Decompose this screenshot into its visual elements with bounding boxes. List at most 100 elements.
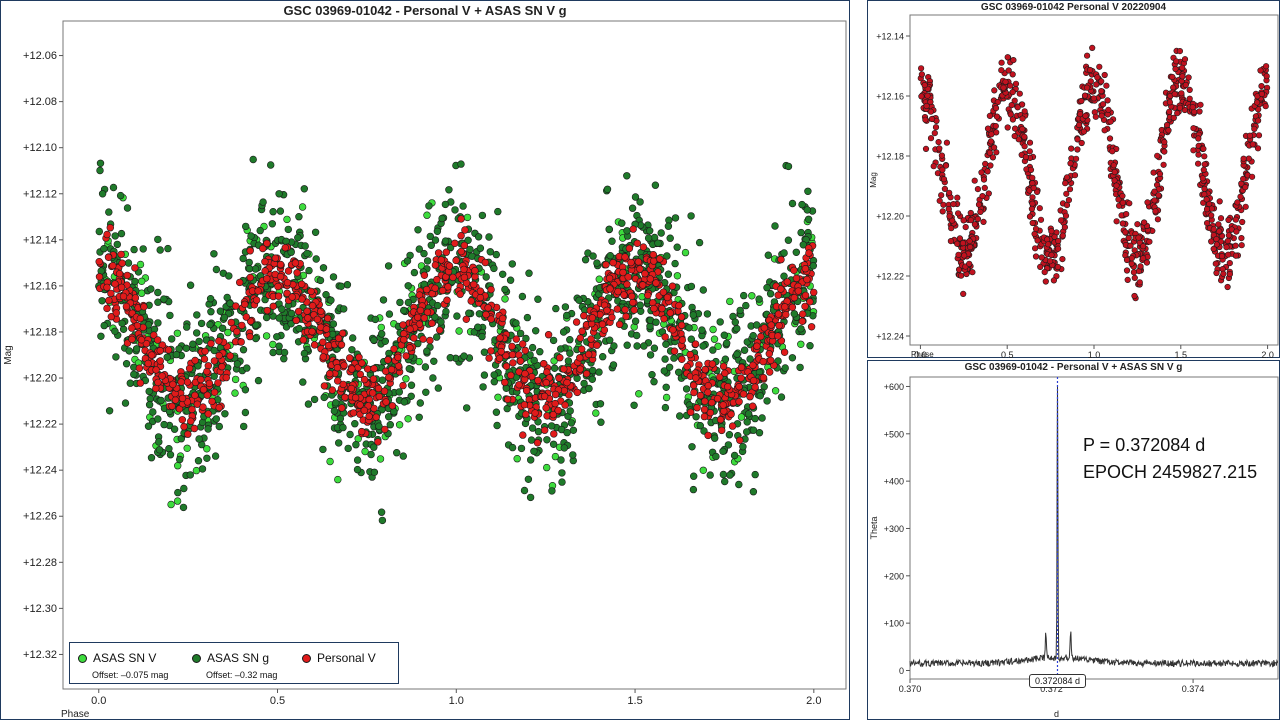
point-personal-v (420, 314, 428, 322)
point-asas-sn-g (692, 413, 700, 421)
point-asas-sn-g (172, 350, 181, 359)
point-asas-sn-g (429, 374, 437, 382)
point-personal-v (801, 265, 810, 273)
point-personal-v (678, 355, 686, 363)
point-asas-sn-g (212, 415, 221, 423)
y-tick-label: +12.18 (876, 152, 904, 162)
point-asas-sn-g (764, 251, 772, 259)
y-axis-label: Theta (869, 516, 879, 539)
point-asas-sn-g (182, 344, 191, 352)
point-asas-sn-g (703, 310, 712, 318)
point-asas-sn-g (256, 226, 264, 235)
point-asas-sn-g (722, 339, 731, 347)
point-asas-sn-g (400, 398, 408, 406)
y-tick-label: +12.20 (23, 373, 57, 385)
point-asas-sn-g (198, 465, 207, 473)
point-personal-v (777, 255, 785, 264)
point-personal-v (634, 258, 643, 266)
point-asas-sn-g (664, 270, 673, 278)
point-asas-sn-g (549, 336, 558, 345)
point-asas-sn-g (241, 408, 250, 417)
x-axis-label: Phase (911, 350, 934, 359)
point-asas-sn-g (749, 332, 757, 340)
point-personal-v (621, 306, 629, 314)
point-asas-sn-g (566, 336, 574, 344)
point-personal-v (946, 213, 953, 220)
point-asas-sn-g (446, 354, 454, 362)
point-personal-v (338, 329, 347, 337)
point-personal-v (992, 104, 1000, 112)
point-personal-v (620, 291, 628, 299)
point-asas-sn-g (154, 298, 162, 306)
point-personal-v (355, 353, 363, 361)
point-asas-sn-g (176, 455, 184, 464)
point-personal-v (923, 102, 930, 110)
point-personal-v (434, 249, 443, 257)
point-asas-sn-g (531, 327, 540, 335)
point-personal-v (516, 357, 525, 365)
point-asas-sn-g (580, 379, 588, 388)
point-personal-v (1047, 258, 1054, 265)
point-asas-sn-g (733, 350, 741, 358)
point-personal-v (1262, 103, 1269, 110)
point-asas-sn-g (206, 295, 215, 303)
y-tick-label: +400 (884, 477, 904, 487)
point-personal-v (609, 259, 617, 267)
point-asas-sn-g (743, 418, 751, 426)
point-personal-v (1203, 206, 1211, 213)
point-personal-v (753, 342, 761, 350)
point-asas-sn-g (130, 370, 138, 379)
point-asas-sn-g (431, 236, 440, 244)
point-asas-sn-v (231, 375, 240, 384)
point-personal-v (1182, 81, 1189, 89)
y-tick-label: +12.22 (876, 272, 904, 282)
point-asas-sn-g (623, 227, 631, 235)
point-personal-v (1234, 199, 1241, 206)
point-asas-sn-g (564, 357, 573, 365)
point-personal-v (487, 285, 495, 294)
point-asas-sn-g (749, 426, 758, 434)
point-personal-v (659, 288, 668, 296)
point-asas-sn-g (243, 364, 251, 372)
point-personal-v (967, 209, 974, 217)
point-personal-v (274, 282, 282, 291)
point-asas-sn-g (788, 354, 797, 362)
point-personal-v (271, 254, 280, 262)
point-asas-sn-g (157, 396, 165, 405)
point-asas-sn-g (788, 199, 797, 208)
point-asas-sn-g (695, 238, 704, 247)
point-personal-v (1028, 205, 1035, 212)
point-personal-v (484, 304, 492, 312)
point-personal-v (736, 436, 744, 444)
point-asas-sn-g (524, 475, 533, 483)
point-personal-v (666, 309, 674, 317)
point-personal-v (518, 340, 527, 348)
point-asas-sn-g (98, 190, 107, 198)
point-personal-v (190, 424, 199, 433)
point-personal-v (288, 293, 296, 301)
point-asas-sn-g (763, 284, 771, 292)
y-tick-label: +100 (884, 619, 904, 629)
point-personal-v (365, 395, 373, 404)
point-personal-v (509, 359, 517, 367)
point-asas-sn-g (119, 325, 128, 333)
point-personal-v (987, 138, 995, 145)
point-asas-sn-g (558, 478, 566, 486)
point-personal-v (414, 313, 422, 322)
point-asas-sn-g (476, 244, 485, 252)
point-asas-sn-g (751, 470, 759, 479)
legend-label-asas-sn-v: ASAS SN V (93, 651, 157, 665)
point-personal-v (624, 273, 632, 281)
point-personal-v (544, 331, 553, 339)
point-asas-sn-g (378, 516, 387, 525)
point-personal-v (349, 409, 358, 417)
point-personal-v (152, 366, 160, 374)
point-personal-v (652, 279, 660, 287)
point-personal-v (183, 378, 192, 386)
point-personal-v (308, 327, 316, 336)
point-asas-sn-g (806, 342, 814, 350)
point-personal-v (320, 382, 329, 390)
point-asas-sn-g (203, 454, 211, 462)
point-personal-v (783, 278, 791, 286)
point-personal-v (208, 397, 216, 406)
